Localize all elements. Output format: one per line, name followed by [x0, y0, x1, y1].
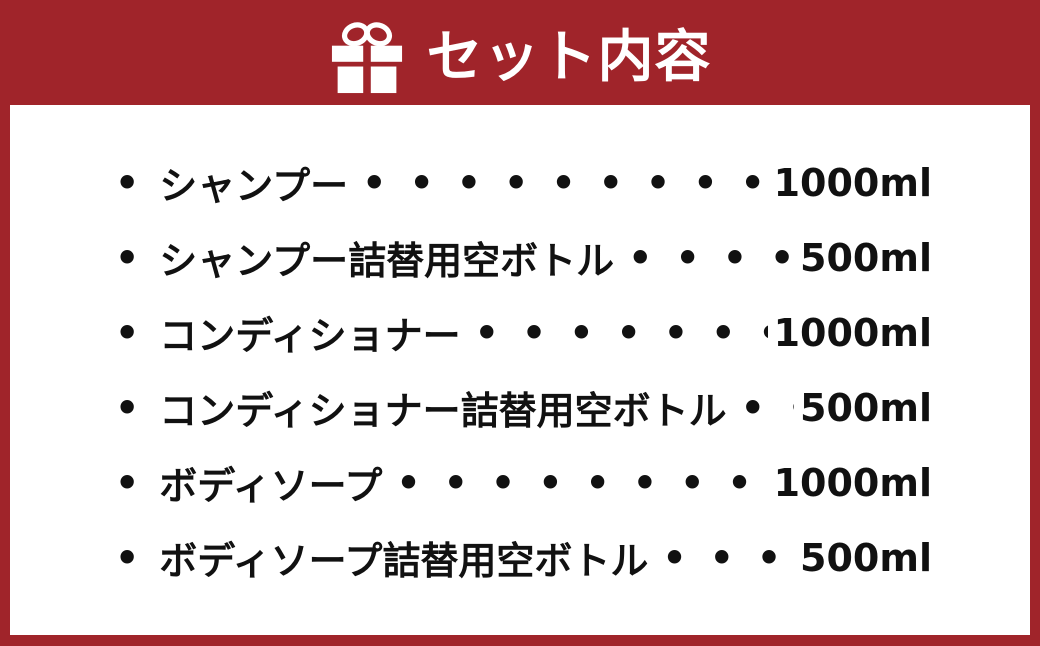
bullet-dot-icon: • [115, 460, 140, 505]
list-item: • ボディソープ詰替用空ボトル ••••• 500ml [10, 520, 1030, 595]
item-amount: 500ml [800, 535, 932, 580]
leader-dots: ••••••••••••• [362, 160, 767, 205]
leader-dots: •••••••••• [474, 310, 768, 355]
list-item: • ボディソープ •••••••••••• 1000ml [10, 445, 1030, 520]
item-name: ボディソープ詰替用空ボトル [159, 539, 649, 583]
bullet-dot-icon: • [115, 310, 140, 355]
leader-dots: ••••• [662, 535, 794, 580]
set-list: • シャンプー ••••••••••••• 1000ml • シャンプー詰替用空… [10, 105, 1030, 595]
bullet-dot-icon: • [115, 385, 140, 430]
item-amount: 500ml [800, 385, 932, 430]
leader-dots: ••• [740, 385, 794, 430]
header: セット内容 [0, 0, 1040, 105]
gift-icon [331, 21, 402, 93]
page-title: セット内容 [426, 24, 712, 90]
item-amount: 1000ml [773, 460, 932, 505]
content-panel: • シャンプー ••••••••••••• 1000ml • シャンプー詰替用空… [10, 105, 1030, 635]
item-name: ボディソープ [159, 464, 383, 508]
item-name: シャンプー [159, 164, 349, 208]
list-item: • シャンプー ••••••••••••• 1000ml [10, 145, 1030, 220]
list-item: • シャンプー詰替用空ボトル •••••• 500ml [10, 220, 1030, 295]
bullet-dot-icon: • [115, 235, 140, 280]
bullet-dot-icon: • [115, 535, 140, 580]
list-item: • コンディショナー詰替用空ボトル ••• 500ml [10, 370, 1030, 445]
leader-dots: •••••••••••• [396, 460, 767, 505]
item-amount: 1000ml [773, 160, 932, 205]
leader-dots: •••••• [628, 235, 794, 280]
item-name: コンディショナー [159, 314, 461, 358]
item-amount: 500ml [800, 235, 932, 280]
item-name: シャンプー詰替用空ボトル [159, 239, 615, 283]
list-item: • コンディショナー •••••••••• 1000ml [10, 295, 1030, 370]
item-amount: 1000ml [773, 310, 932, 355]
item-name: コンディショナー詰替用空ボトル [159, 389, 727, 433]
bullet-dot-icon: • [115, 160, 140, 205]
